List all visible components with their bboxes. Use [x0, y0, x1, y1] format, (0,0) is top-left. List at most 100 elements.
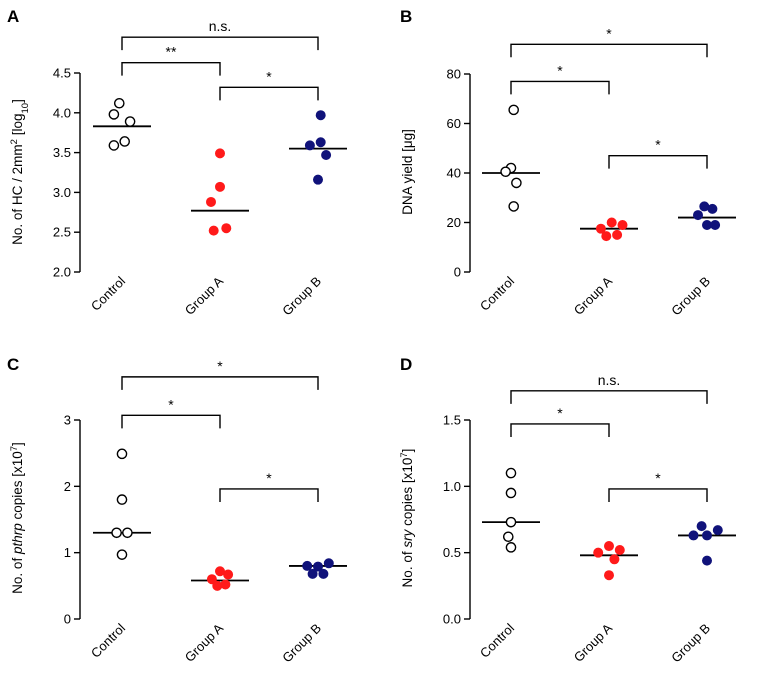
x-category-label: Control: [477, 273, 517, 313]
data-point: [111, 527, 122, 539]
data-point: [304, 140, 315, 151]
y-tick-label: 0.5: [443, 545, 461, 560]
data-point: [508, 104, 520, 116]
y-tick-label: 2: [64, 479, 71, 494]
x-category-label: Group B: [279, 621, 324, 666]
y-axis-label-part: No. of: [10, 554, 25, 594]
y-tick-label: 0.0: [443, 612, 461, 627]
data-point: [119, 136, 130, 147]
data-point: [505, 542, 517, 553]
y-tick-label: 0: [64, 612, 71, 627]
panel-letter: A: [7, 7, 19, 26]
x-category-label: Group A: [571, 620, 616, 665]
significance-bracket: [121, 414, 221, 429]
y-axis-label-part: ]: [10, 99, 25, 103]
y-tick-label: 3.0: [53, 185, 71, 200]
data-point: [323, 558, 334, 569]
data-point: [604, 570, 615, 581]
data-point: [122, 527, 133, 539]
data-point: [312, 561, 323, 572]
y-tick-label: 2.0: [53, 265, 71, 280]
data-point: [221, 223, 232, 234]
panel-letter: B: [400, 7, 412, 26]
y-tick-label: 2.5: [53, 225, 71, 240]
data-point: [593, 547, 604, 558]
significance-bracket: [510, 80, 610, 95]
data-point: [114, 97, 125, 109]
data-point: [302, 560, 313, 571]
data-point: [108, 109, 120, 120]
y-tick-label: 20: [447, 215, 461, 230]
y-axis-label-part: ]: [400, 449, 415, 453]
y-tick-label: 1: [64, 545, 71, 560]
y-axis-label: DNA yield [μg]: [400, 129, 415, 215]
significance-bracket: [219, 488, 319, 502]
significance-label: n.s.: [598, 372, 621, 388]
data-point: [601, 231, 612, 242]
data-point: [508, 201, 520, 212]
data-point: [206, 574, 217, 585]
data-point: [609, 554, 620, 565]
data-point: [208, 225, 219, 236]
data-point: [702, 530, 713, 541]
significance-label: *: [606, 25, 612, 41]
data-point: [505, 487, 517, 499]
data-point: [116, 448, 128, 460]
y-tick-label: 40: [447, 166, 461, 181]
significance-label: *: [168, 396, 174, 412]
x-category-label: Group B: [668, 274, 713, 319]
data-point: [212, 580, 223, 591]
y-axis-label-part: DNA yield [μg]: [400, 129, 415, 215]
x-category-label: Group A: [571, 273, 616, 318]
data-point: [612, 229, 623, 240]
y-axis-label-part: [log: [10, 113, 25, 139]
data-point: [712, 525, 723, 536]
y-tick-label: 3.5: [53, 145, 71, 160]
y-axis-label-part: sry: [400, 528, 415, 547]
panel-d: D 0.0 0.5 1.0 1.5 No. of sry copies [x107] Con…: [399, 355, 736, 666]
y-axis-label-part: ]: [10, 442, 25, 446]
y-tick-label: 60: [447, 116, 461, 131]
y-axis-label: No. of sry copies [x107]: [399, 449, 416, 588]
data-point: [707, 203, 718, 214]
data-point: [710, 219, 721, 230]
y-tick-label: 0: [454, 265, 461, 280]
y-axis-label-part: 7: [399, 452, 410, 457]
significance-bracket: [219, 86, 319, 101]
y-axis-label-part: copies [x10: [400, 458, 415, 530]
significance-bracket: [121, 36, 319, 51]
data-point: [606, 217, 617, 228]
panel-b: B 0 20 40 60 80 DNA yield [μg] Control Group A Gr…: [400, 7, 736, 318]
data-point: [116, 549, 128, 560]
data-point: [315, 137, 326, 148]
y-axis-label-part: 2: [9, 139, 20, 144]
significance-label: *: [655, 137, 661, 153]
x-category-label: Control: [477, 620, 517, 660]
significance-label: n.s.: [209, 18, 232, 34]
data-point: [214, 148, 225, 159]
significance-label: *: [266, 68, 272, 84]
significance-label: *: [557, 405, 563, 421]
x-category-label: Group B: [668, 621, 713, 666]
significance-label: **: [166, 44, 177, 60]
significance-label: *: [266, 470, 272, 486]
significance-label: *: [217, 358, 223, 374]
data-point: [500, 166, 511, 178]
data-point: [505, 516, 517, 528]
x-category-label: Control: [88, 620, 128, 660]
data-point: [696, 521, 707, 532]
x-category-label: Group B: [279, 274, 324, 319]
y-axis-label-part: 7: [9, 446, 20, 451]
y-axis-label-part: No. of: [400, 548, 415, 588]
y-tick-label: 4.0: [53, 105, 71, 120]
significance-label: *: [557, 62, 563, 78]
data-point: [205, 196, 216, 207]
data-point: [214, 181, 225, 192]
y-axis-label-part: pthrp: [10, 523, 25, 555]
data-point: [116, 494, 128, 505]
significance-bracket: [510, 390, 708, 404]
data-point: [318, 568, 329, 579]
data-point: [502, 531, 514, 543]
y-axis-label: No. of HC / 2mm2 [log10]: [9, 99, 31, 245]
